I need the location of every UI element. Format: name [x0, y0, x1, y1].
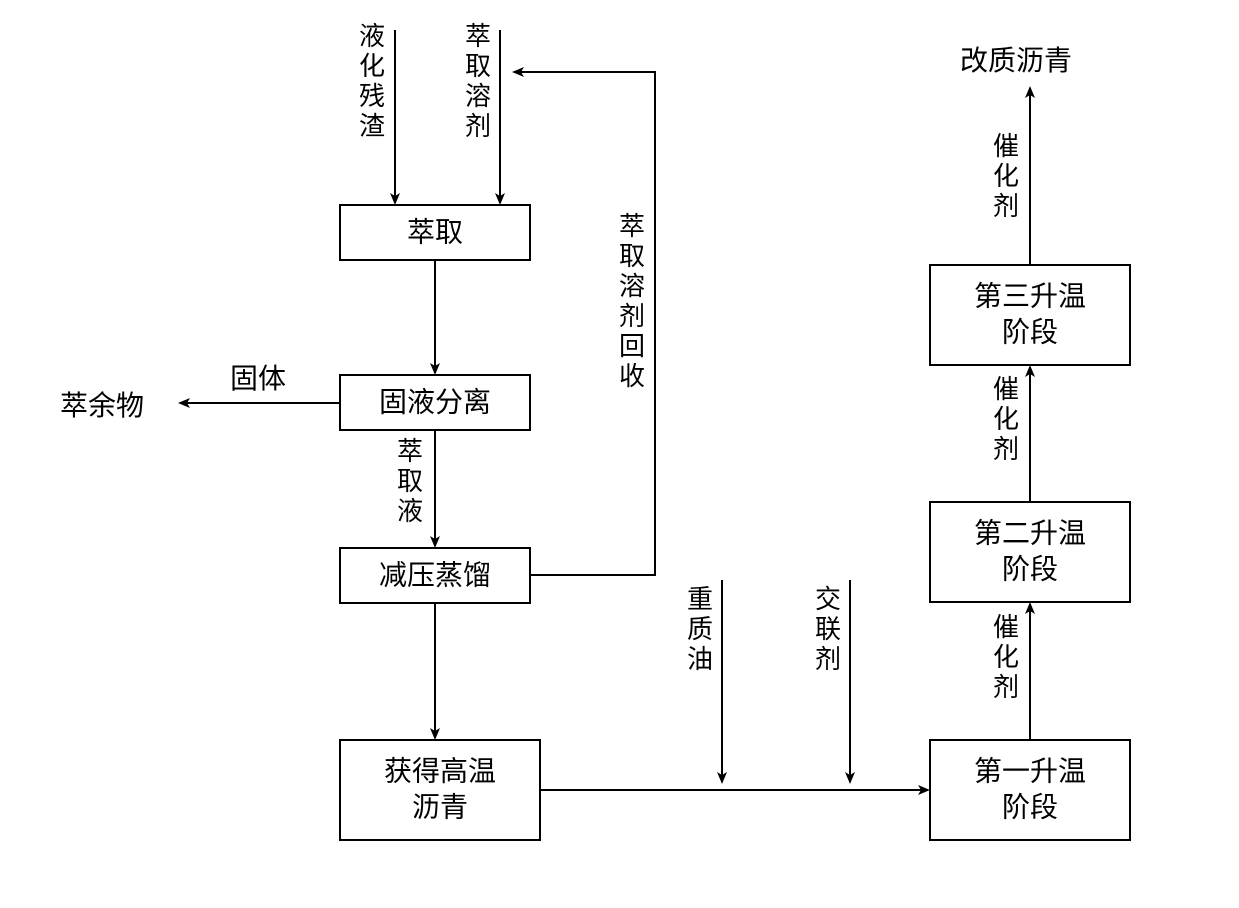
svg-text:催: 催: [993, 132, 1019, 161]
svg-text:取: 取: [397, 467, 423, 496]
node-obtain-pitch-label-1: 获得高温: [384, 756, 496, 788]
node-separation-label: 固液分离: [379, 387, 491, 419]
svg-text:油: 油: [687, 645, 713, 674]
svg-text:取: 取: [465, 52, 491, 81]
svg-text:联: 联: [815, 615, 841, 644]
svg-text:剂: 剂: [465, 112, 491, 141]
svg-text:剂: 剂: [993, 192, 1019, 221]
svg-text:催: 催: [993, 375, 1019, 404]
label-liquefaction-residue: 液 化 残 渣: [359, 22, 385, 141]
node-stage1-label-1: 第一升温: [974, 756, 1086, 788]
svg-text:剂: 剂: [993, 435, 1019, 464]
svg-text:重: 重: [687, 585, 713, 614]
svg-text:渣: 渣: [359, 112, 385, 141]
node-obtain-pitch-label-2: 沥青: [412, 792, 468, 824]
svg-text:取: 取: [619, 242, 645, 271]
output-modified-pitch: 改质沥青: [960, 45, 1072, 77]
label-extract-liquid: 萃 取 液: [397, 437, 423, 526]
svg-text:化: 化: [993, 405, 1019, 434]
node-stage3: [930, 265, 1130, 365]
svg-text:溶: 溶: [619, 272, 645, 301]
svg-text:收: 收: [619, 362, 645, 391]
node-extraction-label: 萃取: [407, 217, 463, 249]
svg-text:残: 残: [359, 82, 385, 111]
svg-text:化: 化: [359, 52, 385, 81]
label-crosslinker: 交 联 剂: [815, 585, 841, 674]
svg-text:回: 回: [619, 332, 645, 361]
svg-text:萃: 萃: [397, 437, 423, 466]
svg-text:萃: 萃: [619, 212, 645, 241]
node-stage3-label-1: 第三升温: [974, 281, 1086, 313]
node-stage1-label-2: 阶段: [1002, 792, 1058, 824]
svg-text:液: 液: [397, 497, 423, 526]
node-stage2-label-1: 第二升温: [974, 518, 1086, 550]
label-catalyst-2: 催 化 剂: [993, 375, 1019, 464]
svg-text:溶: 溶: [465, 82, 491, 111]
svg-text:液: 液: [359, 22, 385, 51]
svg-text:剂: 剂: [619, 302, 645, 331]
svg-text:化: 化: [993, 643, 1019, 672]
label-extraction-solvent: 萃 取 溶 剂: [465, 22, 491, 141]
label-solid: 固 体: [230, 363, 286, 395]
node-stage2: [930, 502, 1130, 602]
svg-text:剂: 剂: [993, 673, 1019, 702]
label-catalyst-3: 催 化 剂: [993, 132, 1019, 221]
node-stage1: [930, 740, 1130, 840]
svg-text:化: 化: [993, 162, 1019, 191]
node-stage3-label-2: 阶段: [1002, 317, 1058, 349]
svg-text:质: 质: [687, 615, 713, 644]
node-distillation-label: 减压蒸馏: [379, 560, 491, 592]
label-solvent-recovery: 萃 取 溶 剂 回 收: [619, 212, 645, 391]
svg-text:萃: 萃: [465, 22, 491, 51]
svg-text:固: 固: [230, 364, 258, 395]
node-stage2-label-2: 阶段: [1002, 554, 1058, 586]
svg-text:体: 体: [258, 363, 286, 395]
label-heavy-oil: 重 质 油: [687, 585, 713, 674]
svg-text:交: 交: [815, 585, 841, 614]
label-catalyst-1: 催 化 剂: [993, 613, 1019, 702]
node-obtain-pitch: [340, 740, 540, 840]
output-raffinate: 萃余物: [60, 390, 144, 422]
svg-text:催: 催: [993, 613, 1019, 642]
svg-text:剂: 剂: [815, 645, 841, 674]
